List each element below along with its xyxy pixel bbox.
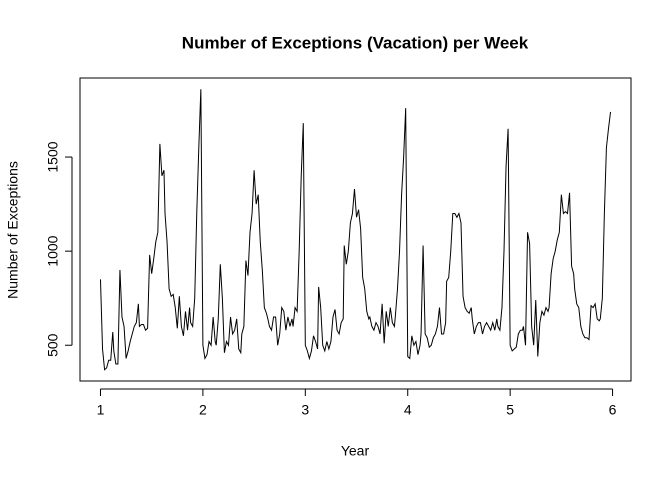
x-tick-label: 5 <box>506 402 514 418</box>
y-tick-label: 500 <box>45 333 61 357</box>
plot-frame <box>79 77 632 382</box>
chart-title: Number of Exceptions (Vacation) per Week <box>182 33 529 52</box>
y-tick-label: 1500 <box>45 141 61 172</box>
y-tick-label: 1000 <box>45 235 61 266</box>
x-tick-label: 4 <box>404 402 412 418</box>
x-tick-label: 1 <box>97 402 105 418</box>
x-tick-label: 6 <box>609 402 617 418</box>
data-line <box>99 89 612 371</box>
x-tick-label: 2 <box>199 402 207 418</box>
x-axis-label: Year <box>341 443 370 459</box>
x-tick-label: 3 <box>301 402 309 418</box>
y-axis-label: Number of Exceptions <box>5 161 21 299</box>
